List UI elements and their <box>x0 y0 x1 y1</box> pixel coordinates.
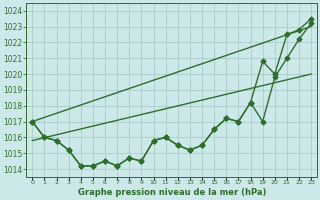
X-axis label: Graphe pression niveau de la mer (hPa): Graphe pression niveau de la mer (hPa) <box>77 188 266 197</box>
